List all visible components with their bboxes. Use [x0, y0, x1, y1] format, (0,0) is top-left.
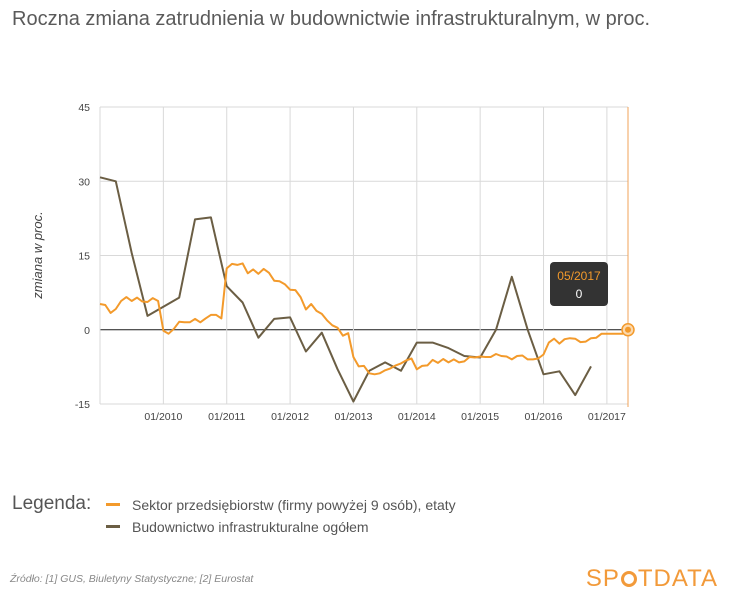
x-tick-label: 01/2014: [398, 411, 436, 423]
source-note: Źródło: [1] GUS, Biuletyny Statystyczne;…: [10, 573, 254, 585]
legend-item-budownictwo[interactable]: Budownictwo infrastrukturalne ogółem: [106, 519, 369, 535]
y-axis-label: zmiana w proc.: [30, 211, 45, 299]
x-tick-label: 01/2016: [525, 411, 563, 423]
tooltip-box: [550, 262, 608, 306]
x-tick-label: 01/2011: [208, 411, 245, 423]
line-chart[interactable]: 45 30 15 0 -15 01/2010 01/2011 01/2012 01/2013 01…: [0, 0, 730, 480]
axes: 45 30 15 0 -15 01/2010 01/2011 01/2012 01/2013 01…: [75, 102, 626, 423]
series-line-sektor: [99, 262, 629, 376]
x-tick-label: 01/2013: [334, 411, 372, 423]
series[interactable]: [99, 176, 635, 403]
x-tick-label: 01/2012: [271, 411, 309, 423]
spotdata-logo[interactable]: SP TDATA: [585, 565, 718, 592]
logo-o-mark: [620, 571, 637, 587]
y-tick-label: 45: [78, 102, 90, 114]
grid: [99, 106, 629, 407]
legend-item-sektor[interactable]: Sektor przedsiębiorstw (firmy powyżej 9 …: [106, 497, 456, 513]
x-tick-label: 01/2015: [461, 411, 499, 423]
y-tick-label: 0: [84, 325, 90, 337]
legend-label: Budownictwo infrastrukturalne ogółem: [132, 519, 369, 535]
legend-label: Sektor przedsiębiorstw (firmy powyżej 9 …: [132, 497, 456, 513]
y-tick-label: 30: [78, 176, 90, 188]
y-tick-label: -15: [75, 399, 90, 411]
legend-swatch-brown: [106, 524, 120, 528]
y-tick-label: 15: [78, 251, 90, 263]
tooltip-date: 05/2017: [557, 269, 601, 283]
legend-swatch-orange: [106, 502, 120, 506]
chart-title: Roczna zmiana zatrudnienia w budownictwi…: [12, 8, 651, 30]
x-tick-label: 01/2017: [588, 411, 626, 423]
legend-title: Legenda:: [12, 493, 92, 514]
tooltip-value: 0: [576, 287, 583, 301]
series-line-budownictwo: [99, 176, 592, 403]
highlight-point: [625, 326, 631, 333]
x-tick-label: 01/2010: [144, 411, 182, 423]
tooltip: 05/2017 0: [550, 262, 608, 306]
